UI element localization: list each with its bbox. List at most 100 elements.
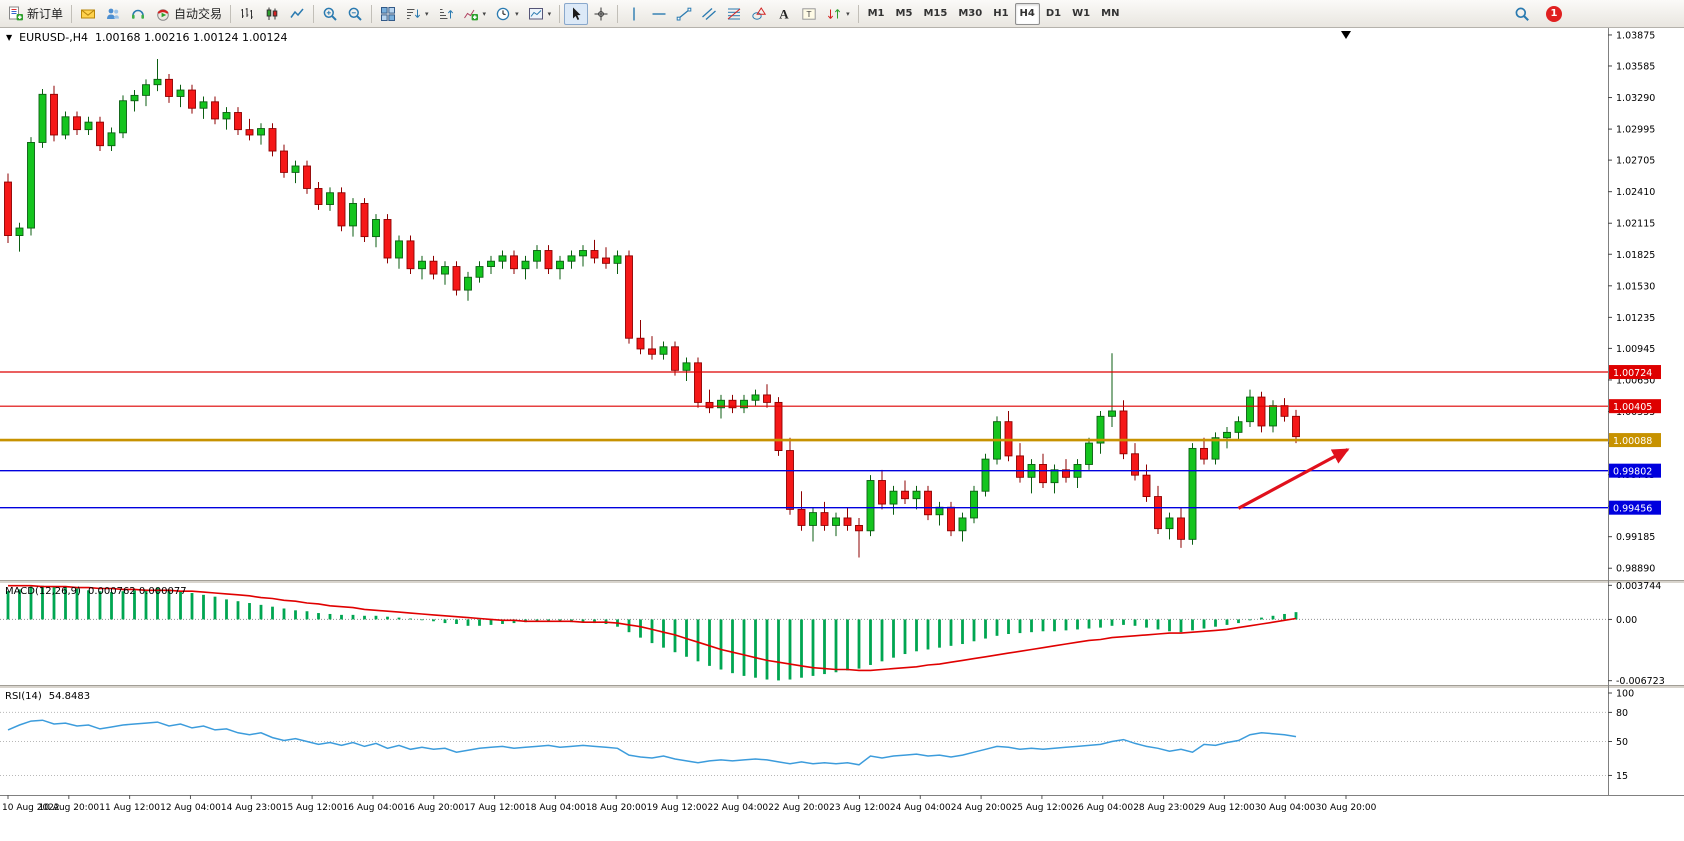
- timeframe-m30-button[interactable]: M30: [953, 3, 987, 25]
- svg-text:T: T: [806, 9, 811, 19]
- macd-panel-plot[interactable]: [0, 583, 1608, 685]
- symbol-ohlc-values: 1.00168 1.00216 1.00124 1.00124: [95, 31, 288, 44]
- crosshair-icon: [594, 7, 608, 20]
- arrows-icon: [828, 8, 841, 19]
- timeframe-m1-button[interactable]: M1: [863, 3, 890, 25]
- toolbar-separator: [313, 4, 315, 23]
- zoom-in-button[interactable]: [318, 3, 342, 25]
- timeframe-m15-button[interactable]: M15: [918, 3, 952, 25]
- time-axis-label: 18 Aug 20:00: [586, 803, 647, 813]
- caret-down-icon: ▾: [515, 9, 519, 18]
- autotrade-button[interactable]: 自动交易: [151, 3, 226, 25]
- trend-arrow-annotation[interactable]: [1237, 448, 1350, 510]
- macd-indicator-label: MACD(12,26,9) 0.000762 0.000077: [5, 586, 187, 597]
- sort-ascending-button[interactable]: [434, 3, 458, 25]
- cursor-icon: [573, 7, 581, 20]
- toolbar-separator: [559, 4, 561, 23]
- price-level-tag: [1609, 463, 1661, 478]
- sort-desc-icon: [407, 8, 421, 19]
- macd-signal-line: [8, 584, 1297, 672]
- time-axis-label: 24 Aug 20:00: [951, 803, 1012, 813]
- timeframe-d1-button[interactable]: D1: [1041, 3, 1066, 25]
- channel-button[interactable]: [697, 3, 721, 25]
- chart-symbol-label: ▼ EURUSD-,H4 1.00168 1.00216 1.00124 1.0…: [6, 31, 288, 44]
- time-axis-label: 30 Aug 20:00: [1316, 803, 1377, 813]
- toolbar: 新订单 自动交易 ▾ ▾ ▾ ▾ A T ▾ M1 M5 M15 M30 H1 H4 D1 W1 MN 1: [0, 0, 1684, 28]
- timeframe-h1-button[interactable]: H1: [988, 3, 1013, 25]
- new-order-button[interactable]: 新订单: [4, 3, 67, 25]
- users-icon: [107, 8, 120, 19]
- tile-windows-button[interactable]: [376, 3, 400, 25]
- horizontal-line-button[interactable]: [647, 3, 671, 25]
- price-axis-label: 1.00945: [1616, 344, 1655, 355]
- autotrade-icon: [157, 8, 169, 21]
- text-a-icon: A: [779, 6, 789, 21]
- svg-text:A: A: [779, 6, 789, 21]
- channel-icon: [702, 7, 717, 20]
- price-axis-label: 0.99185: [1616, 532, 1655, 543]
- rsi-axis-label: 15: [1616, 771, 1628, 782]
- price-axis-label: 1.03875: [1616, 30, 1655, 41]
- trendline-button[interactable]: [672, 3, 696, 25]
- time-axis-label: 24 Aug 04:00: [890, 803, 951, 813]
- time-axis-label: 26 Aug 04:00: [1072, 803, 1133, 813]
- timeframe-h4-button[interactable]: H4: [1014, 2, 1040, 25]
- text-button[interactable]: A: [772, 3, 796, 25]
- line-chart-icon: [290, 8, 304, 18]
- price-axis-label: 1.03585: [1616, 61, 1655, 72]
- sort-descending-button[interactable]: ▾: [401, 3, 433, 25]
- cursor-button[interactable]: [564, 2, 589, 25]
- toolbar-separator: [71, 4, 73, 23]
- label-button[interactable]: T: [797, 3, 821, 25]
- fibonacci-button[interactable]: [722, 3, 746, 25]
- mail-icon: [81, 9, 96, 18]
- support-button[interactable]: [126, 3, 150, 25]
- price-level-tag-label: 0.99802: [1613, 467, 1652, 478]
- search-icon: [1515, 7, 1529, 21]
- time-axis-label: 25 Aug 12:00: [1012, 803, 1073, 813]
- symbol-name: EURUSD-,H4: [19, 31, 89, 44]
- bars-icon: [241, 7, 253, 19]
- candlestick-series: [4, 59, 1300, 558]
- bar-chart-button[interactable]: [235, 3, 259, 25]
- main-chart-plot[interactable]: [0, 28, 1608, 580]
- panel-splitter[interactable]: [0, 685, 1684, 688]
- chart-shift-marker[interactable]: [1341, 31, 1351, 39]
- candle-chart-button[interactable]: [260, 3, 284, 25]
- vline-icon: [633, 7, 635, 20]
- time-axis[interactable]: [0, 795, 1684, 825]
- crosshair-button[interactable]: [589, 3, 613, 25]
- community-button[interactable]: [101, 3, 125, 25]
- notification-badge[interactable]: 1: [1546, 5, 1562, 22]
- panel-splitter[interactable]: [0, 580, 1684, 583]
- time-axis-label: 11 Aug 12:00: [99, 803, 160, 813]
- rsi-axis-label: 80: [1616, 708, 1628, 719]
- time-axis-label: 17 Aug 12:00: [464, 803, 525, 813]
- search-button[interactable]: [1510, 3, 1534, 25]
- price-axis-label: 1.01235: [1616, 313, 1655, 324]
- rsi-name: RSI(14): [5, 691, 42, 702]
- indicators-button[interactable]: ▾: [459, 3, 491, 25]
- timeframe-mn-button[interactable]: MN: [1096, 3, 1124, 25]
- mailbox-button[interactable]: [76, 3, 100, 25]
- time-axis-label: 19 Aug 12:00: [647, 803, 708, 813]
- arrows-button[interactable]: ▾: [822, 3, 854, 25]
- trendline-icon: [676, 7, 692, 20]
- line-chart-button[interactable]: [285, 3, 309, 25]
- time-axis-label: 16 Aug 20:00: [403, 803, 464, 813]
- symbol-marker-icon[interactable]: ▼: [6, 33, 13, 42]
- time-axis-label: 10 Aug 20:00: [38, 803, 99, 813]
- shapes-button[interactable]: [747, 3, 771, 25]
- time-axis-label: 12 Aug 04:00: [160, 803, 221, 813]
- price-level-tag: [1609, 433, 1661, 448]
- timeframe-m5-button[interactable]: M5: [891, 3, 918, 25]
- vertical-line-button[interactable]: [622, 3, 646, 25]
- periods-button[interactable]: ▾: [491, 3, 523, 25]
- zoom-out-button[interactable]: [343, 3, 367, 25]
- macd-name: MACD(12,26,9): [5, 586, 81, 597]
- templates-button[interactable]: ▾: [524, 3, 556, 25]
- price-level-tag: [1609, 399, 1661, 414]
- timeframe-w1-button[interactable]: W1: [1067, 3, 1095, 25]
- rsi-indicator-label: RSI(14) 54.8483: [5, 691, 90, 702]
